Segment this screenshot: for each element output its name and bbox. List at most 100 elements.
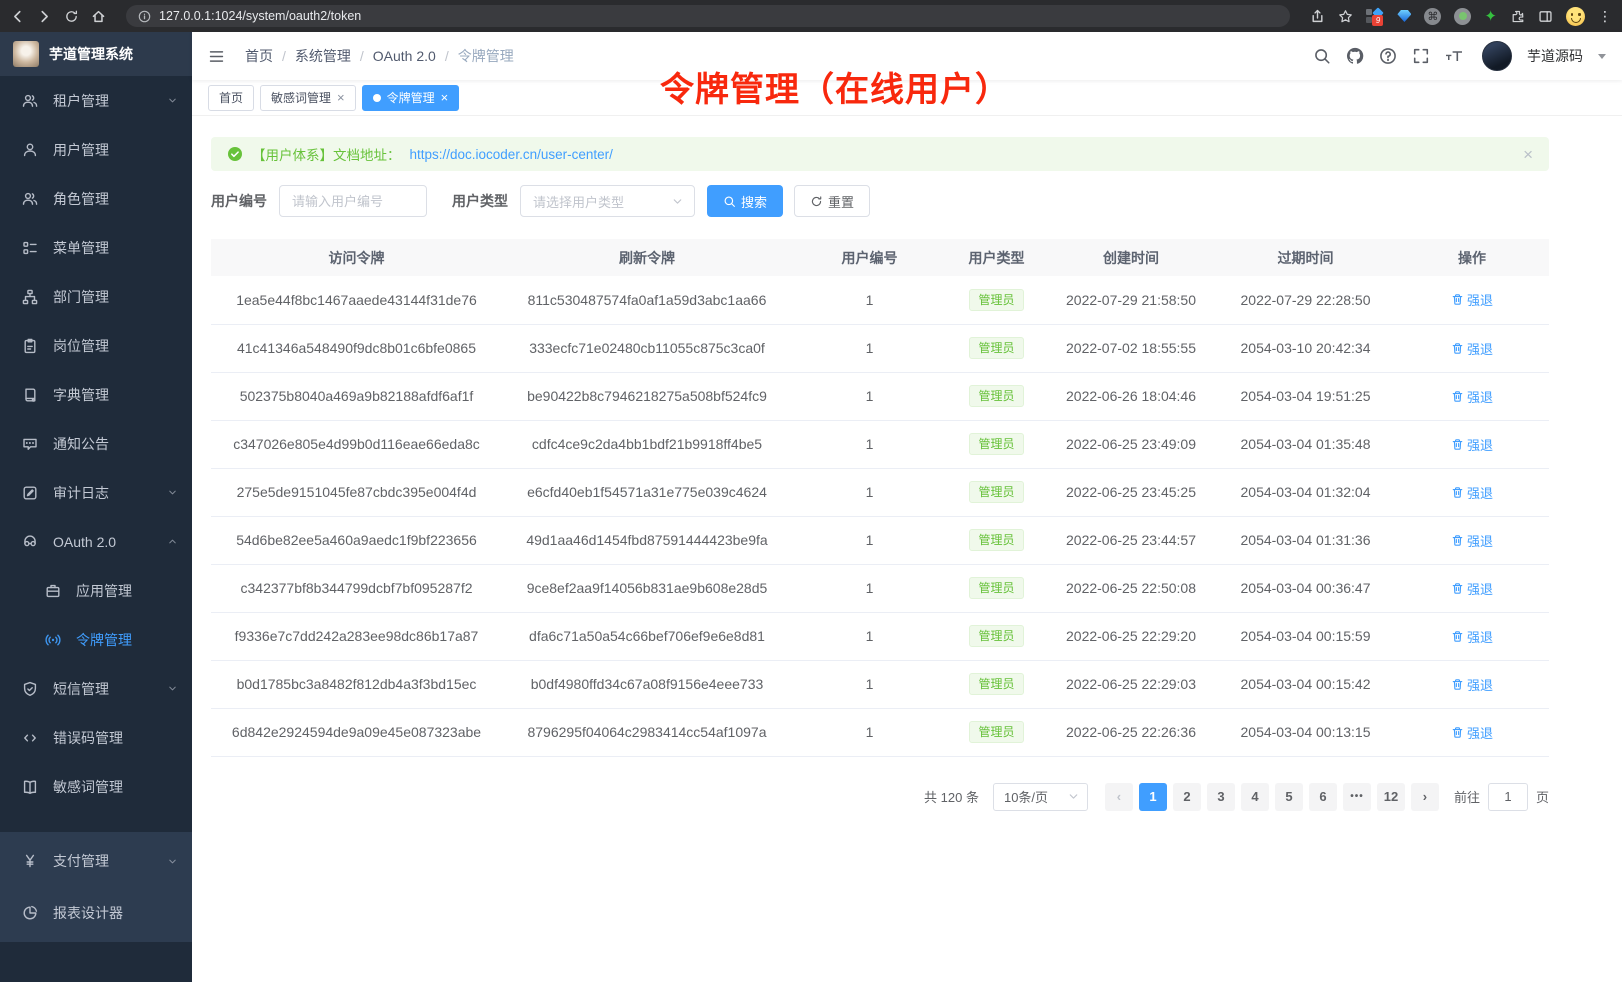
alert-text: 【用户体系】文档地址： — [252, 148, 401, 163]
username[interactable]: 芋道源码 — [1527, 48, 1583, 64]
sidebar-item-report-designer[interactable]: 报表设计器 — [0, 887, 192, 939]
avatar[interactable] — [1482, 41, 1512, 71]
page-button-12[interactable]: 12 — [1376, 782, 1405, 811]
sidebar-menu: 租户管理 用户管理 角色管理 菜单管理 部门管理 岗位管理 字典管理 通知公告 审计日志 OAut… — [0, 76, 192, 942]
force-logout-button[interactable]: 强退 — [1451, 531, 1493, 550]
page-button-3[interactable]: 3 — [1206, 782, 1235, 811]
sidebar-item-dept[interactable]: 部门管理 — [0, 272, 192, 321]
goto-page-input[interactable] — [1487, 782, 1528, 811]
topbar-tools: 芋道源码 — [1313, 41, 1606, 71]
force-logout-button[interactable]: 强退 — [1451, 435, 1493, 454]
expire-time-cell: 2054-03-10 20:42:34 — [1216, 324, 1395, 373]
breadcrumb-item[interactable]: 首页 — [245, 48, 273, 64]
user-id-input[interactable] — [279, 185, 427, 217]
sidebar-item-error-code[interactable]: 错误码管理 — [0, 713, 192, 762]
sidebar-item-menu[interactable]: 菜单管理 — [0, 223, 192, 272]
tab-close-icon[interactable]: × — [440, 90, 449, 105]
sms-icon — [22, 681, 38, 697]
table-row: 502375b8040a469a9b82188afdf6af1f be90422b… — [211, 372, 1549, 421]
sidebar-item-tenant[interactable]: 租户管理 — [0, 76, 192, 125]
create-time-cell: 2022-06-25 22:26:36 — [1046, 708, 1216, 757]
force-logout-button[interactable]: 强退 — [1451, 387, 1493, 406]
search-button[interactable]: 搜索 — [707, 185, 784, 217]
font-size-icon[interactable] — [1445, 47, 1463, 65]
sidebar-item-oauth2-app[interactable]: 应用管理 — [0, 566, 192, 615]
browser-home-icon[interactable] — [91, 9, 106, 24]
reset-button[interactable]: 重置 — [794, 185, 871, 217]
browser-reload-icon[interactable] — [64, 9, 79, 24]
force-logout-button[interactable]: 强退 — [1451, 483, 1493, 502]
sidebar-item-label: 令牌管理 — [76, 631, 132, 648]
sidebar-item-notice[interactable]: 通知公告 — [0, 419, 192, 468]
force-logout-button[interactable]: 强退 — [1451, 339, 1493, 358]
user-type-badge: 管理员 — [969, 385, 1024, 407]
action-label: 强退 — [1466, 629, 1493, 645]
address-bar[interactable]: 127.0.0.1:1024/system/oauth2/token — [126, 5, 1291, 27]
create-time-cell: 2022-06-25 23:49:09 — [1046, 420, 1216, 469]
sidebar-alt-section: 支付管理 报表设计器 — [0, 832, 192, 942]
trash-icon — [1451, 486, 1464, 499]
force-logout-button[interactable]: 强退 — [1451, 579, 1493, 598]
tab-令牌管理[interactable]: 令牌管理 × — [361, 84, 460, 111]
force-logout-button[interactable]: 强退 — [1451, 675, 1493, 694]
extension-record-icon[interactable] — [1454, 7, 1472, 25]
share-icon[interactable] — [1310, 9, 1325, 24]
alert-link[interactable]: https://doc.iocoder.cn/user-center/ — [409, 146, 613, 162]
browser-back-icon[interactable] — [10, 9, 25, 24]
extension-gem-icon[interactable] — [1397, 10, 1412, 22]
user-type-placeholder: 请选择用户类型 — [533, 194, 625, 210]
sidebar-item-sensitive-word[interactable]: 敏感词管理 — [0, 762, 192, 811]
extension-blocker-icon[interactable]: 9 — [1366, 7, 1385, 26]
profile-avatar-icon[interactable] — [1566, 6, 1585, 26]
page-button-2[interactable]: 2 — [1172, 782, 1201, 811]
extension-command-icon[interactable]: ⌘ — [1424, 7, 1442, 25]
sidebar-item-role[interactable]: 角色管理 — [0, 174, 192, 223]
sidebar-item-oauth2-token[interactable]: 令牌管理 — [0, 615, 192, 664]
extensions-puzzle-icon[interactable] — [1510, 9, 1525, 24]
side-panel-icon[interactable] — [1538, 9, 1553, 24]
page-button-1[interactable]: 1 — [1138, 782, 1167, 811]
force-logout-button[interactable]: 强退 — [1451, 627, 1493, 646]
more-pages-button[interactable]: ••• — [1342, 782, 1371, 811]
page-button-5[interactable]: 5 — [1274, 782, 1303, 811]
breadcrumb-item[interactable]: 系统管理 — [294, 48, 351, 64]
search-icon[interactable] — [1313, 47, 1331, 65]
browser-forward-icon[interactable] — [37, 9, 52, 24]
browser-menu-icon[interactable]: ⋮ — [1598, 7, 1612, 24]
page-size-select[interactable]: 10条/页 — [992, 782, 1088, 811]
github-icon[interactable] — [1346, 47, 1364, 65]
user-id-cell: 1 — [792, 276, 947, 325]
force-logout-button[interactable]: 强退 — [1451, 723, 1493, 742]
help-icon[interactable] — [1379, 47, 1397, 65]
fullscreen-icon[interactable] — [1412, 47, 1430, 65]
user-type-cell: 管理员 — [947, 276, 1046, 325]
breadcrumb-item[interactable]: OAuth 2.0 — [372, 48, 436, 64]
next-page-button[interactable]: › — [1410, 782, 1439, 811]
caret-down-icon[interactable] — [1598, 53, 1606, 63]
site-info-icon[interactable] — [138, 10, 151, 23]
force-logout-button[interactable]: 强退 — [1451, 290, 1493, 309]
tab-敏感词管理[interactable]: 敏感词管理 × — [260, 84, 356, 111]
sidebar-item-audit-log[interactable]: 审计日志 — [0, 468, 192, 517]
sidebar-item-dict[interactable]: 字典管理 — [0, 370, 192, 419]
tab-首页[interactable]: 首页 — [208, 84, 255, 111]
action-cell: 强退 — [1395, 276, 1549, 325]
sidebar-item-oauth2[interactable]: OAuth 2.0 — [0, 517, 192, 566]
sidebar-item-post[interactable]: 岗位管理 — [0, 321, 192, 370]
page-button-6[interactable]: 6 — [1308, 782, 1337, 811]
sidebar-item-pay[interactable]: 支付管理 — [0, 835, 192, 887]
user-type-select[interactable]: 请选择用户类型 — [520, 185, 695, 217]
post-icon — [22, 338, 38, 354]
app-logo[interactable]: 芋道管理系统 — [0, 32, 192, 76]
page-button-4[interactable]: 4 — [1240, 782, 1269, 811]
extension-star-icon[interactable]: ✦ — [1484, 8, 1497, 25]
tab-label: 令牌管理 — [386, 91, 435, 105]
sidebar-item-user[interactable]: 用户管理 — [0, 125, 192, 174]
prev-page-button[interactable]: ‹ — [1104, 782, 1133, 811]
tab-close-icon[interactable]: × — [337, 90, 345, 105]
sidebar-collapse-icon[interactable] — [208, 48, 225, 65]
sidebar-item-sms[interactable]: 短信管理 — [0, 664, 192, 713]
alert-close-icon[interactable]: × — [1523, 144, 1533, 164]
bookmark-star-icon[interactable] — [1338, 9, 1353, 24]
expire-time-cell: 2054-03-04 00:15:59 — [1216, 612, 1395, 661]
